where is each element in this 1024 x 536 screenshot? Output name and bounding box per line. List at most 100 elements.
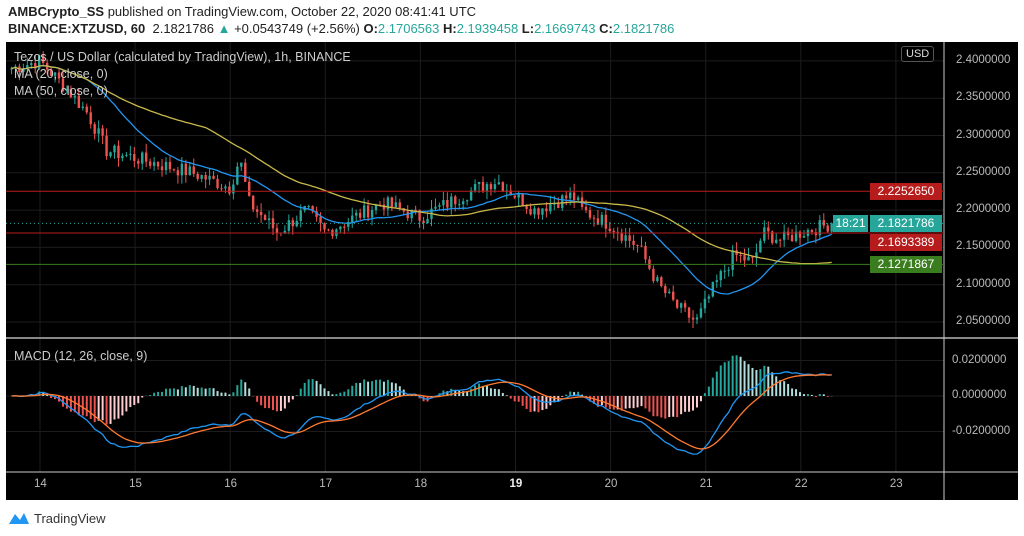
candle-body: [370, 210, 374, 218]
candle-body: [612, 231, 615, 233]
candle-body: [446, 200, 449, 208]
macd-histogram-bar: [105, 396, 108, 425]
publish-date: published on TradingView.com, October 22…: [107, 4, 477, 19]
legend-ma20[interactable]: MA (20, close, 0): [14, 67, 108, 81]
macd-histogram-bar: [331, 394, 334, 396]
macd-histogram-bar: [688, 396, 691, 412]
macd-histogram-bar: [525, 396, 528, 409]
legend-macd[interactable]: MACD (12, 26, close, 9): [14, 349, 148, 363]
chart-area[interactable]: Tezos / US Dollar (calculated by Trading…: [6, 42, 1018, 500]
author[interactable]: AMBCrypto_SS: [8, 4, 105, 19]
chart-canvas[interactable]: [6, 42, 1018, 500]
macd-histogram-bar: [307, 379, 310, 396]
macd-histogram-bar: [541, 396, 544, 411]
candle-body: [358, 212, 362, 218]
macd-histogram-bar: [46, 394, 49, 396]
candle-body: [366, 205, 370, 218]
symbol-info: BINANCE:XTZUSD, 60 2.1821786 ▲ +0.054374…: [8, 21, 674, 36]
macd-histogram-bar: [672, 396, 675, 417]
candle-body: [200, 174, 203, 179]
candle-body: [57, 72, 61, 79]
tradingview-logo[interactable]: TradingView: [8, 510, 106, 526]
candle-body: [85, 106, 88, 113]
open-value: 2.1706563: [377, 21, 440, 36]
candle-body: [315, 211, 318, 217]
candle-body: [26, 65, 29, 70]
macd-histogram-bar: [184, 387, 187, 396]
candle-body: [65, 89, 69, 92]
macd-histogram-bar: [291, 396, 294, 400]
macd-histogram-bar: [378, 379, 381, 396]
macd-histogram-bar: [719, 365, 722, 396]
macd-histogram-bar: [73, 396, 76, 413]
macd-histogram-bar: [212, 388, 215, 396]
ma50-line: [11, 65, 832, 265]
candle-body: [295, 220, 298, 227]
candle-body: [422, 220, 425, 223]
macd-histogram-bar: [497, 389, 500, 396]
macd-histogram-bar: [54, 396, 57, 400]
candle-body: [814, 232, 818, 236]
candle-body: [137, 160, 140, 164]
macd-histogram-bar: [553, 396, 556, 403]
macd-histogram-bar: [153, 392, 156, 396]
macd-histogram-bar: [795, 389, 798, 396]
resistance-price-label: 2.2252650: [870, 183, 942, 200]
candle-body: [283, 230, 287, 234]
macd-histogram-bar: [775, 376, 778, 396]
candle-body: [782, 231, 786, 240]
candle-body: [743, 255, 746, 261]
time-tick: 15: [129, 478, 142, 490]
candle-body: [794, 231, 798, 242]
candle-body: [69, 89, 73, 98]
macd-histogram-bar: [462, 391, 465, 396]
candle-body: [664, 286, 667, 294]
macd-histogram-bar: [319, 384, 322, 396]
candle-body: [628, 235, 631, 241]
macd-histogram-bar: [97, 396, 100, 421]
legend-ma50[interactable]: MA (50, close, 0): [14, 84, 108, 98]
candle-body: [382, 204, 386, 210]
candle-body: [339, 226, 342, 230]
macd-histogram-bar: [806, 393, 809, 396]
candle-body: [553, 203, 556, 205]
macd-histogram-bar: [157, 391, 160, 396]
candle-body: [497, 182, 501, 185]
macd-histogram-bar: [763, 365, 766, 396]
candle-body: [572, 192, 576, 201]
candle-body: [549, 204, 552, 212]
macd-histogram-bar: [783, 381, 786, 396]
macd-histogram-bar: [240, 379, 243, 396]
macd-histogram-bar: [69, 396, 72, 412]
candle-body: [513, 195, 516, 198]
macd-histogram-bar: [180, 386, 183, 396]
candle-body: [192, 166, 195, 174]
candle-body: [818, 220, 822, 236]
last-price: 2.1821786: [152, 21, 214, 36]
macd-histogram-bar: [624, 396, 627, 409]
macd-histogram-bar: [474, 385, 477, 396]
macd-histogram-bar: [505, 395, 508, 396]
price-tick: 2.3500000: [956, 91, 1011, 104]
macd-histogram-bar: [715, 371, 718, 396]
macd-histogram-bar: [85, 396, 88, 417]
macd-histogram-bar: [244, 382, 247, 396]
macd-histogram-bar: [826, 396, 829, 397]
candle-body: [473, 184, 477, 191]
currency-button[interactable]: USD: [901, 46, 935, 62]
candle-body: [600, 214, 604, 225]
macd-histogram-bar: [161, 391, 164, 396]
candle-body: [311, 205, 314, 212]
candle-body: [323, 223, 326, 230]
close-value: 2.1821786: [612, 21, 675, 36]
candle-body: [299, 210, 302, 221]
macd-histogram-bar: [743, 361, 746, 396]
macd-histogram-bar: [303, 382, 306, 396]
macd-histogram-bar: [418, 396, 421, 399]
candle-body: [109, 152, 112, 157]
macd-histogram-bar: [200, 387, 203, 396]
macd-histogram-bar: [271, 396, 274, 411]
macd-histogram-bar: [117, 396, 120, 419]
candle-body: [188, 166, 191, 176]
candle-body: [767, 227, 770, 232]
